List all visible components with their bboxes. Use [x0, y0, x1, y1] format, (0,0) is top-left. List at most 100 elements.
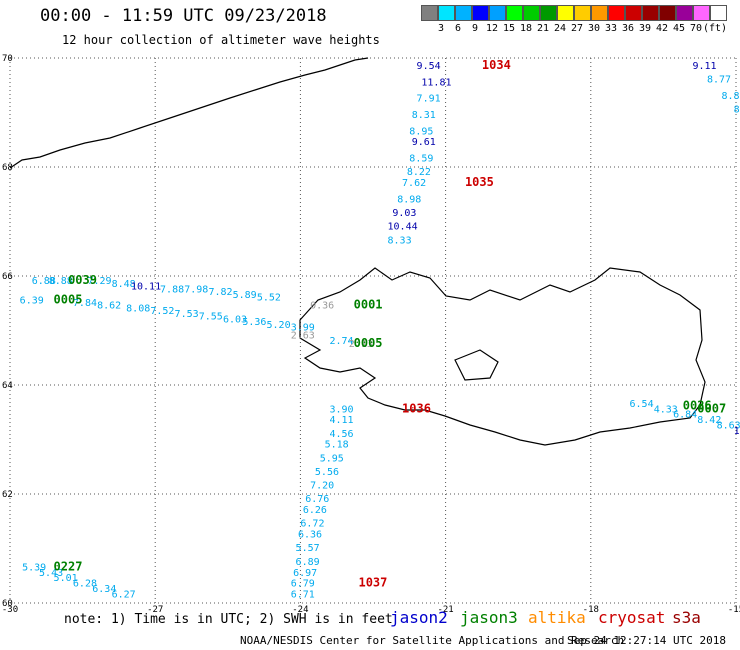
track-time-label: 0005 [354, 336, 383, 350]
swh-value: 7.52 [150, 306, 174, 317]
colorbar-label: 30 [587, 23, 601, 34]
colorbar-label: 6 [454, 23, 462, 34]
colorbar-cell [506, 5, 523, 21]
colorbar-cell [557, 5, 574, 21]
swh-value: 7.20 [310, 481, 334, 492]
colorbar-label: 18 [519, 23, 533, 34]
swh-value: 8.98 [397, 194, 421, 205]
swh-value: 4.33 [654, 404, 678, 415]
colorbar-label: 15 [502, 23, 516, 34]
lon-tick-label: -18 [583, 605, 599, 615]
track-time-label: 0001 [354, 298, 383, 312]
lon-tick-label: -21 [437, 605, 453, 615]
swh-value: 6.89 [296, 557, 320, 568]
swh-value: 9.11 [692, 61, 716, 72]
swh-value: 8.42 [697, 415, 721, 426]
colorbar-cell [472, 5, 489, 21]
swh-value: 6.76 [305, 494, 329, 505]
swh-value: 4.11 [329, 415, 353, 426]
swh-value: 5.43 [39, 568, 63, 579]
swh-value: 6.28 [73, 579, 97, 590]
swh-value: 8.8 [734, 105, 740, 116]
colorbar-label: 21 [536, 23, 550, 34]
swh-value: 6.26 [303, 505, 327, 516]
track-time-label: 0007 [697, 401, 726, 415]
lon-tick-label: -24 [292, 605, 308, 615]
lat-tick-label: 66 [2, 272, 13, 282]
swh-value: 2.13 [349, 339, 373, 350]
swh-value: 8.77 [707, 75, 731, 86]
swh-value: 7.84 [73, 298, 97, 309]
swh-value: 7.98 [184, 284, 208, 295]
colorbar-label: 36 [621, 23, 635, 34]
swh-value: 8.22 [407, 167, 431, 178]
swh-value: 6.03 [223, 314, 247, 325]
swh-value: 6.79 [291, 579, 315, 590]
legend-jason2: jason2 [390, 608, 448, 627]
coastline [9, 57, 706, 446]
swh-value: 5.57 [296, 543, 320, 554]
swh-value: 8.08 [126, 303, 150, 314]
swh-value: 5.56 [315, 467, 339, 478]
colorbar-label: 9 [471, 23, 479, 34]
swh-value: 6.54 [630, 399, 654, 410]
swh-value: 5.20 [267, 320, 291, 331]
track-time-label: 1035 [465, 175, 494, 189]
colorbar-cell [642, 5, 659, 21]
colorbar-cell [710, 5, 727, 21]
colorbar-label: 24 [553, 23, 567, 34]
colorbar-label: 45 [672, 23, 686, 34]
colorbar-cell [693, 5, 710, 21]
colorbar-label: 39 [638, 23, 652, 34]
swh-value: 8.80 [721, 91, 740, 102]
greenland-coast [9, 57, 369, 169]
colorbar-cell [676, 5, 693, 21]
swh-value: 0.36 [310, 301, 334, 312]
swh-value: 7.91 [417, 94, 441, 105]
swh-value: 6.84 [673, 410, 697, 421]
track-time-label: 1037 [358, 576, 387, 590]
axis-ticks: -30 -27 -24 -21 -18 -15 70 68 66 64 62 60 [2, 54, 740, 615]
swh-value: 10.6 [734, 426, 740, 437]
track-time-label: 0026 [683, 399, 712, 413]
swh-value: 10.11 [131, 282, 161, 293]
swh-value: 11.81 [421, 77, 451, 88]
swh-value: 3.99 [291, 323, 315, 334]
lon-tick-label: -27 [147, 605, 163, 615]
colorbar-cell [455, 5, 472, 21]
swh-value: 9.03 [392, 208, 416, 219]
track-time-label: 0039 [68, 273, 97, 287]
swh-value: 7.53 [175, 309, 199, 320]
legend-jason3: jason3 [460, 608, 518, 627]
swh-labels: 9.54 11.81 7.91 8.31 8.959.61 1034 8.59 8.227.6… [20, 58, 740, 601]
swh-value: 8.63 [717, 421, 740, 432]
colorbar-label: 12 [485, 23, 499, 34]
colorbar-cell [523, 5, 540, 21]
footnote: note: 1) Time is in UTC; 2) SWH is in fe… [64, 612, 393, 627]
swh-value: 8.88 [49, 276, 73, 287]
colorbar-cell [625, 5, 642, 21]
track-time-label: 1036 [402, 401, 431, 415]
lat-tick-label: 70 [2, 54, 13, 64]
swh-value: 8.48 [112, 279, 136, 290]
colorbar-cell [659, 5, 676, 21]
swh-value: 6.71 [291, 590, 315, 601]
legend-altika: altika [528, 608, 586, 627]
swh-value: 6.36 [298, 530, 322, 541]
swh-value: 8.31 [412, 110, 436, 121]
colorbar-label: 70 [689, 23, 703, 34]
swh-value: 5.52 [257, 293, 281, 304]
map-title: 00:00 - 11:59 UTC 09/23/2018 [40, 6, 327, 26]
lat-tick-label: 68 [2, 163, 13, 173]
swh-value: 7.55 [199, 312, 223, 323]
lon-tick-label: -15 [728, 605, 740, 615]
swh-value: 6.88 [32, 276, 56, 287]
swh-value: 6.97 [293, 568, 317, 579]
swh-value: 5.95 [320, 453, 344, 464]
swh-value: 2.74 [329, 336, 353, 347]
swh-value: 8.33 [388, 235, 412, 246]
swh-value: 6.27 [112, 590, 136, 601]
footer-timestamp: Sep 24 12:27:14 UTC 2018 [567, 634, 726, 647]
lat-tick-label: 62 [2, 490, 13, 500]
